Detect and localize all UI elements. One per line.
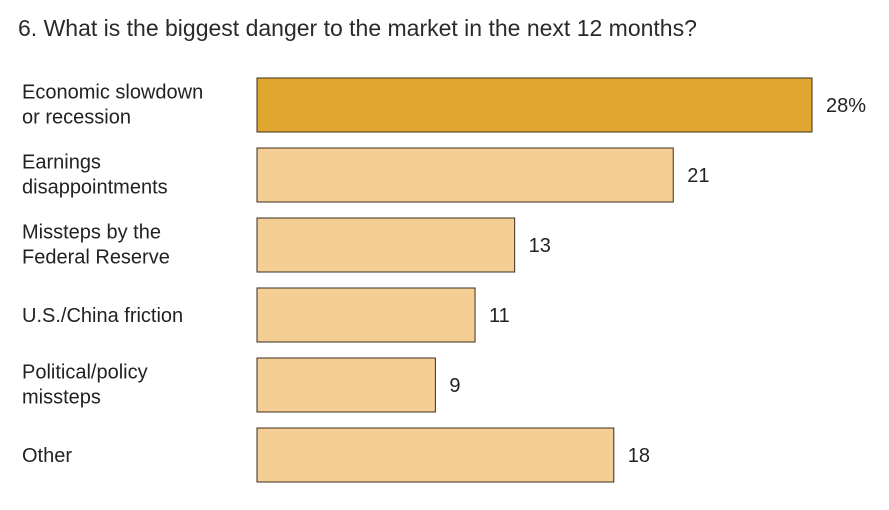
- value-label-5: 18: [628, 445, 650, 467]
- category-label-5: Other: [22, 445, 72, 467]
- bar-0: [256, 77, 813, 133]
- chart-title: 6. What is the biggest danger to the mar…: [18, 15, 697, 41]
- category-label-line: missteps: [22, 387, 101, 409]
- value-label-2: 13: [529, 235, 551, 257]
- category-label-line: Economic slowdown: [22, 82, 203, 104]
- category-label-0: Economic slowdown or recession: [22, 82, 203, 129]
- value-label-0: 28%: [826, 95, 866, 117]
- bar-5: [256, 427, 615, 483]
- category-label-line: U.S./China friction: [22, 305, 183, 327]
- category-label-2: Missteps by the Federal Reserve: [22, 222, 170, 269]
- value-label-4: 9: [449, 375, 460, 397]
- value-label-3: 11: [489, 305, 510, 327]
- category-label-line: Political/policy: [22, 362, 148, 384]
- category-label-line: Other: [22, 445, 72, 467]
- bars-group: [256, 77, 813, 483]
- category-label-line: disappointments: [22, 177, 168, 199]
- category-label-line: Missteps by the: [22, 222, 161, 244]
- bar-4: [256, 357, 436, 413]
- category-label-line: Federal Reserve: [22, 247, 170, 269]
- bar-3: [256, 287, 476, 343]
- category-labels-group: Economic slowdown or recession Earnings dis…: [22, 82, 203, 468]
- bar-1: [256, 147, 674, 203]
- category-label-1: Earnings disappointments: [22, 152, 168, 199]
- category-label-4: Political/policy missteps: [22, 362, 148, 409]
- category-label-line: Earnings: [22, 152, 101, 174]
- category-label-3: U.S./China friction: [22, 305, 183, 327]
- category-label-line: or recession: [22, 107, 131, 129]
- bar-2: [256, 217, 516, 273]
- value-labels-group: 28% 21 13 11 9 18: [449, 95, 866, 467]
- value-label-1: 21: [687, 165, 709, 187]
